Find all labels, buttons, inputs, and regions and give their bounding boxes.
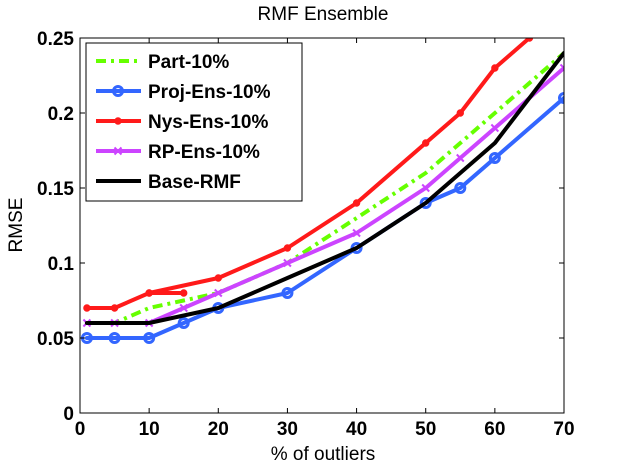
legend-marker [114, 117, 122, 125]
legend-label: Part-10% [148, 52, 229, 73]
data-point [490, 123, 500, 133]
ticks-layer: 0 10 20 30 40 50 60 70 0 0.05 0.1 0.15 0.2 0.25 [37, 29, 575, 440]
y-tick-label: 0.05 [37, 329, 74, 350]
data-point [352, 228, 361, 238]
legend-label: Proj-Ens-10% [148, 82, 271, 103]
x-tick-label: 30 [277, 419, 298, 440]
series-base-rmf [84, 51, 564, 325]
y-tick-label: 0.1 [48, 254, 75, 275]
series-layer [80, 38, 564, 344]
x-tick-label: 0 [75, 419, 86, 440]
legend-item: Proj-Ens-10% [96, 82, 271, 103]
data-point [525, 38, 534, 42]
data-point [419, 197, 432, 209]
data-point [421, 183, 430, 193]
data-point [143, 332, 156, 344]
legend-marker [113, 146, 123, 156]
x-tick-label: 40 [346, 419, 367, 440]
series-line [84, 38, 532, 310]
legend: Part-10% Proj-Ens-10% Nys-Ens-10% RP-Ens-10… [85, 42, 303, 202]
x-axis-label: % of outliers [271, 444, 376, 465]
data-point [83, 304, 91, 312]
data-point [456, 153, 465, 163]
legend-item: Part-10% [96, 52, 229, 73]
data-point [456, 109, 464, 117]
data-point [145, 289, 153, 297]
data-point [177, 317, 190, 329]
legend-label: Nys-Ens-10% [148, 112, 268, 133]
plot-frame [79, 37, 565, 414]
y-axis-label: RMSE [6, 198, 27, 253]
x-tick-label: 70 [553, 419, 574, 440]
y-tick-label: 0.15 [37, 179, 74, 200]
y-tick-label: 0.25 [37, 29, 74, 50]
series-nys-ens-10- [83, 38, 534, 312]
series-line [84, 96, 564, 340]
data-point [491, 64, 499, 72]
data-point [488, 152, 501, 164]
data-point [214, 288, 223, 298]
data-point [283, 244, 292, 252]
data-point [558, 92, 564, 104]
x-tick-label: 10 [139, 419, 160, 440]
data-point [180, 289, 188, 297]
y-tick-label: 0 [63, 404, 74, 425]
legend-item: Base-RMF [96, 172, 241, 193]
legend-marker [112, 85, 124, 97]
data-point [283, 258, 292, 268]
chart-title: RMF Ensemble [258, 4, 389, 25]
data-point [352, 199, 361, 207]
legend-label: RP-Ens-10% [148, 142, 260, 163]
legend-label: Base-RMF [148, 172, 241, 193]
x-tick-label: 60 [484, 419, 505, 440]
data-point [454, 182, 467, 194]
x-tick-label: 50 [415, 419, 436, 440]
legend-item: Nys-Ens-10% [96, 112, 268, 133]
data-point [281, 287, 294, 299]
data-point [179, 303, 188, 313]
series-line [84, 51, 564, 325]
x-tick-label: 20 [208, 419, 229, 440]
legend-item: RP-Ens-10% [96, 142, 260, 163]
data-point [108, 332, 121, 344]
data-point [110, 304, 119, 312]
data-point [214, 274, 222, 282]
y-tick-label: 0.2 [48, 104, 74, 125]
data-point [422, 139, 430, 147]
data-point [559, 63, 564, 73]
